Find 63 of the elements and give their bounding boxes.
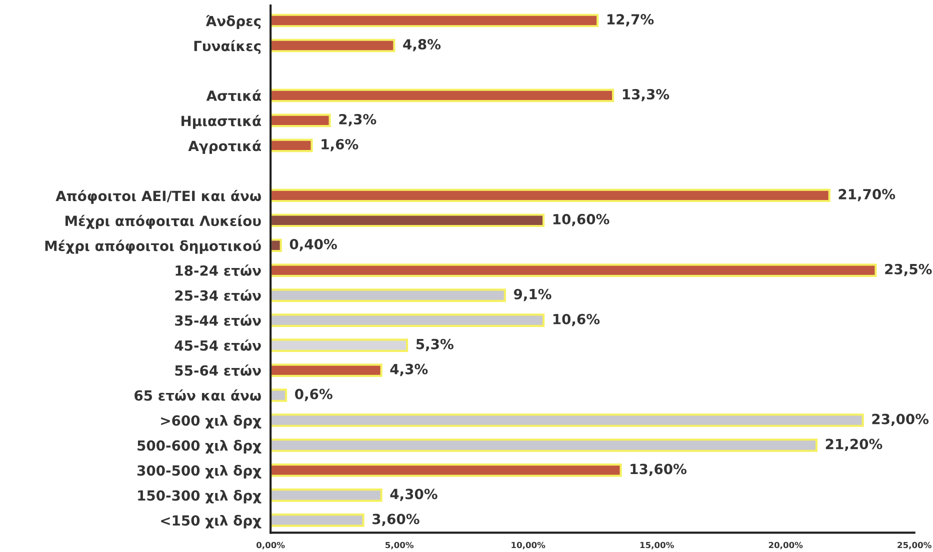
data-label: 4,8% xyxy=(403,39,441,52)
bar xyxy=(270,464,622,477)
bar xyxy=(270,514,364,527)
bar xyxy=(270,388,288,402)
y-tick-label: Γυναίκες xyxy=(194,40,261,54)
bar xyxy=(270,314,545,327)
x-tick-label: 15,00% xyxy=(640,542,674,550)
data-label: 0,6% xyxy=(295,388,332,402)
y-tick-label: 65 ετών και άνω xyxy=(134,389,261,401)
y-tick-label: 500-600 χιλ δρχ xyxy=(138,440,262,454)
data-label: 23,00% xyxy=(872,414,929,426)
bar xyxy=(270,38,396,52)
data-label: 1,6% xyxy=(322,138,358,152)
x-tick-label: 5,00% xyxy=(386,542,414,550)
data-label: 4,30% xyxy=(390,488,438,502)
y-tick-label: >600 χιλ δρχ xyxy=(161,414,262,428)
bar xyxy=(270,264,877,278)
data-label: 3,60% xyxy=(372,514,420,526)
bar xyxy=(270,488,382,502)
data-label: 12,7% xyxy=(608,14,654,26)
y-tick-label: Άνδρες xyxy=(206,14,261,29)
data-label: 21,20% xyxy=(826,438,882,452)
data-label: 0,40% xyxy=(290,238,337,252)
bar xyxy=(270,14,599,28)
bar xyxy=(270,414,864,427)
data-label: 21,70% xyxy=(838,188,896,202)
bar xyxy=(270,288,506,302)
y-tick-label: Ημιαστικά xyxy=(182,114,261,129)
data-label: 13,60% xyxy=(630,464,687,476)
y-tick-label: 55-64 ετών xyxy=(175,364,261,376)
bar xyxy=(270,214,545,228)
data-label: 13,3% xyxy=(622,88,670,102)
x-tick-label: 0,00% xyxy=(256,542,285,550)
y-tick-label: Απόφοιτοι ΑΕΙ/ΤΕΙ και άνω xyxy=(56,190,261,204)
data-label: 10,60% xyxy=(553,214,610,226)
data-label: 9,1% xyxy=(514,288,552,302)
x-tick-label: 10,00% xyxy=(512,542,546,550)
data-label: 10,6% xyxy=(553,314,600,326)
bar xyxy=(270,188,830,202)
y-tick-label: 45-54 ετών xyxy=(174,339,261,351)
x-tick-label: 20,00% xyxy=(768,542,803,550)
bar xyxy=(270,88,614,102)
y-tick-label: Μέχρι απόφοιτοι δημοτικού xyxy=(45,240,261,254)
y-tick-label: 150-300 χιλ δρχ xyxy=(138,490,262,504)
y-tick-label: 25-34 ετών xyxy=(175,290,261,301)
y-tick-label: Αστικά xyxy=(206,90,261,102)
y-tick-label: 300-500 χιλ δρχ xyxy=(137,464,262,478)
data-label: 5,3% xyxy=(416,338,454,352)
bar xyxy=(270,138,313,152)
bar xyxy=(270,438,818,452)
bar xyxy=(270,338,408,352)
data-label: 23,5% xyxy=(885,264,932,276)
y-tick-label: 18-24 ετών xyxy=(176,264,261,276)
bar xyxy=(270,238,282,252)
bar xyxy=(270,114,331,128)
bar xyxy=(270,364,382,377)
data-label: 4,3% xyxy=(390,364,428,376)
data-label: 2,3% xyxy=(339,114,376,126)
y-tick-label: Αγροτικά xyxy=(188,140,261,154)
y-tick-label: <150 χιλ δρχ xyxy=(161,514,262,528)
y-tick-label: Μέχρι απόφοιται Λυκείου xyxy=(66,214,261,229)
y-tick-label: 35-44 ετών xyxy=(175,314,261,326)
x-tick-label: 25,00% xyxy=(898,542,932,550)
